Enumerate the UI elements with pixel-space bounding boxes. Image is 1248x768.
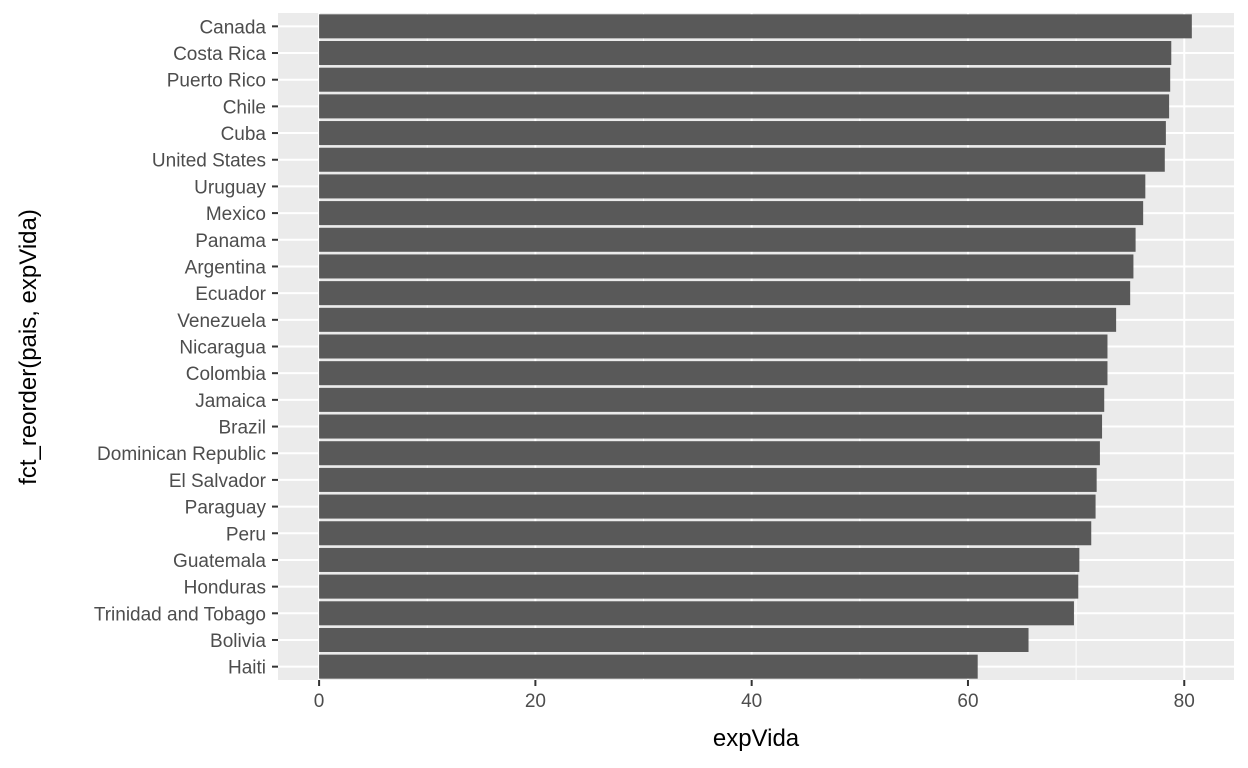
y-tick-label: Nicaragua <box>179 338 266 359</box>
y-tick-label: Argentina <box>185 257 267 278</box>
y-tick-label: Dominican Republic <box>97 444 266 465</box>
bar-honduras <box>319 574 1079 599</box>
bars <box>319 14 1192 679</box>
bar-ecuador <box>319 281 1131 306</box>
bar-panama <box>319 227 1136 252</box>
bar-el-salvador <box>319 467 1097 492</box>
bar-canada <box>319 14 1192 39</box>
bar-mexico <box>319 201 1144 226</box>
y-tick-label: Uruguay <box>194 177 266 198</box>
bar-chile <box>319 94 1170 119</box>
y-tick-label: Brazil <box>218 418 266 439</box>
y-tick-label: Haiti <box>228 658 266 679</box>
bar-colombia <box>319 361 1108 386</box>
y-tick-label: Trinidad and Tobago <box>94 604 266 625</box>
y-tick-label: El Salvador <box>169 471 267 492</box>
bar-brazil <box>319 414 1103 439</box>
y-axis: Canada Costa Rica Puerto Rico Chile Cuba Unit… <box>94 17 278 679</box>
y-tick-label: Bolivia <box>210 631 266 652</box>
bar-dominican-republic <box>319 441 1100 466</box>
bar-haiti <box>319 654 978 679</box>
y-tick-label: Mexico <box>206 204 266 225</box>
y-tick-label: Jamaica <box>195 391 266 412</box>
bar-nicaragua <box>319 334 1108 359</box>
y-tick-label: Panama <box>195 231 266 252</box>
x-tick-label: 40 <box>741 691 762 712</box>
bar-bolivia <box>319 627 1029 652</box>
bar-guatemala <box>319 547 1080 572</box>
y-tick-label: Honduras <box>184 578 266 599</box>
bar-trinidad-and-tobago <box>319 601 1074 626</box>
x-axis: 0 20 40 60 80 <box>314 680 1195 712</box>
x-tick-label: 0 <box>314 691 325 712</box>
bar-venezuela <box>319 307 1117 332</box>
bar-puerto-rico <box>319 67 1171 92</box>
bar-paraguay <box>319 494 1096 519</box>
x-axis-title: expVida <box>713 725 800 752</box>
x-tick-label: 20 <box>525 691 546 712</box>
x-tick-label: 80 <box>1174 691 1195 712</box>
y-tick-label: Chile <box>223 97 266 118</box>
y-tick-label: Guatemala <box>173 551 266 572</box>
y-tick-label: Paraguay <box>185 498 267 519</box>
bar-cuba <box>319 121 1166 146</box>
bar-peru <box>319 521 1092 546</box>
y-tick-label: Cuba <box>221 124 267 145</box>
bar-united-states <box>319 147 1165 172</box>
y-tick-label: Ecuador <box>195 284 266 305</box>
y-tick-label: Costa Rica <box>173 44 266 65</box>
y-tick-label: Puerto Rico <box>167 71 266 92</box>
x-tick-label: 60 <box>957 691 978 712</box>
bar-costa-rica <box>319 41 1172 66</box>
y-tick-label: Canada <box>199 17 266 38</box>
y-tick-label: Venezuela <box>177 311 266 332</box>
y-axis-title: fct_reorder(pais, expVida) <box>15 209 42 485</box>
y-tick-label: United States <box>152 151 266 172</box>
bar-uruguay <box>319 174 1146 199</box>
bar-argentina <box>319 254 1134 279</box>
y-tick-label: Peru <box>226 524 266 545</box>
bar-jamaica <box>319 387 1105 412</box>
y-tick-label: Colombia <box>186 364 267 385</box>
